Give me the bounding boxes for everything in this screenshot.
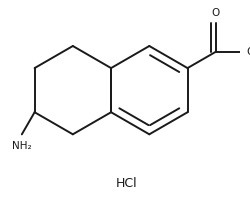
Text: O: O (212, 7, 220, 18)
Text: NH₂: NH₂ (12, 141, 32, 151)
Text: O: O (246, 47, 250, 57)
Text: HCl: HCl (116, 177, 137, 190)
